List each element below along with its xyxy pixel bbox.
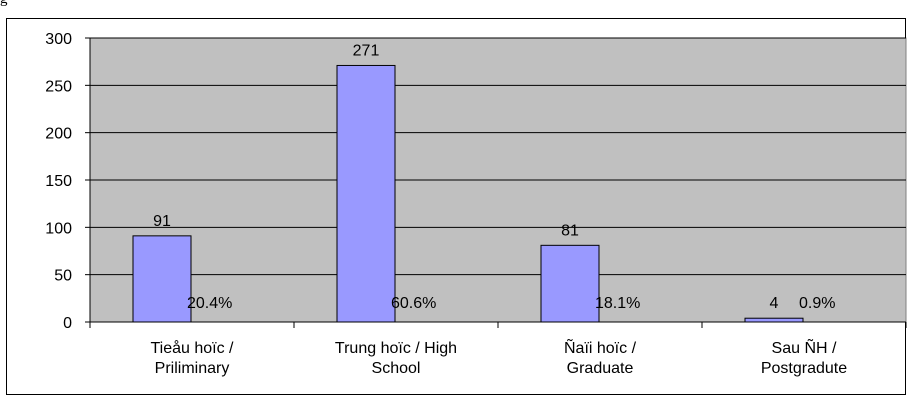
y-tick-label: 0 bbox=[63, 315, 72, 332]
clipped-heading-text: g bbox=[0, 0, 8, 8]
y-tick-label: 100 bbox=[45, 220, 72, 237]
bar bbox=[132, 235, 192, 323]
percent-label: 18.1% bbox=[595, 295, 640, 312]
x-category-label: Trung hoïc / High bbox=[335, 340, 457, 357]
value-label: 4 bbox=[770, 295, 779, 312]
y-axis: 0 50 100 150 200 250 300 bbox=[45, 31, 91, 332]
y-tick-label: 300 bbox=[45, 31, 72, 48]
bar bbox=[744, 317, 804, 323]
gridlines bbox=[90, 37, 906, 276]
percent-label: 0.9% bbox=[799, 295, 835, 312]
value-label: 91 bbox=[153, 213, 171, 230]
value-label: 81 bbox=[561, 222, 579, 239]
y-tick-label: 250 bbox=[45, 78, 72, 95]
bar bbox=[336, 64, 396, 323]
y-tick-label: 150 bbox=[45, 173, 72, 190]
x-category-label: Tieåu hoïc / bbox=[150, 339, 234, 357]
bars bbox=[132, 64, 804, 323]
x-category-label: Ñaïi hoïc / bbox=[564, 337, 637, 357]
data-labels: 91 20.4% 271 60.6% 81 18.1% 4 0.9% bbox=[153, 42, 835, 312]
value-label: 271 bbox=[353, 42, 380, 59]
y-tick-label: 50 bbox=[54, 268, 72, 285]
bar bbox=[540, 244, 600, 323]
percent-label: 60.6% bbox=[391, 295, 436, 312]
percent-label: 20.4% bbox=[187, 295, 232, 312]
x-category-label: Graduate bbox=[567, 360, 634, 377]
x-category-label: Postgradute bbox=[761, 360, 847, 377]
y-tick-label: 200 bbox=[45, 126, 72, 143]
x-axis: Tieåu hoïc / Priliminary Trung hoïc / High… bbox=[89, 321, 907, 377]
x-category-label: Sau ÑH / bbox=[772, 337, 837, 357]
x-category-label: School bbox=[372, 360, 421, 377]
x-category-label: Priliminary bbox=[155, 360, 230, 377]
